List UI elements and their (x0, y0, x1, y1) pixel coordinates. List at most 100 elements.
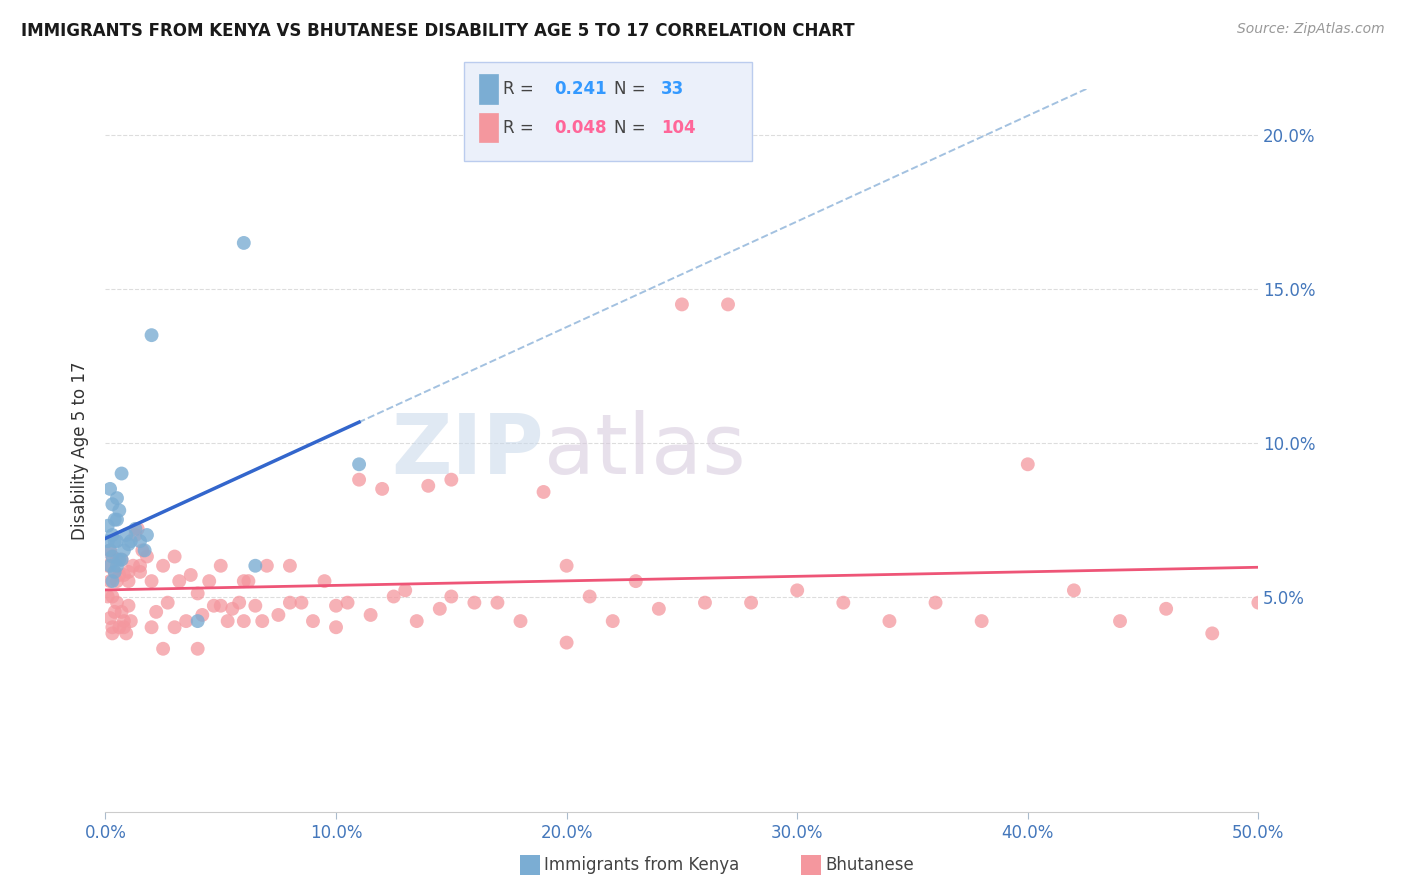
Point (141, 574, 163, 588)
Point (117, 565, 139, 579)
Point (191, 607, 214, 622)
Point (97, 590, 120, 604)
Point (187, 614, 209, 628)
Point (110, 552, 132, 566)
Point (832, 596, 855, 610)
Point (486, 596, 509, 610)
Point (418, 479, 440, 493)
Text: 104: 104 (661, 119, 696, 136)
Point (134, 543, 156, 558)
Point (105, 596, 128, 610)
Point (879, 614, 901, 628)
Point (1109, 614, 1132, 628)
Point (256, 558, 278, 573)
Point (555, 635, 578, 649)
Point (648, 602, 671, 616)
Point (152, 558, 174, 573)
Point (232, 614, 254, 628)
Point (278, 596, 301, 610)
Point (394, 583, 416, 598)
Point (105, 558, 128, 573)
Point (245, 558, 267, 573)
Point (463, 596, 485, 610)
Point (371, 482, 394, 496)
Point (325, 599, 347, 613)
Point (1247, 596, 1270, 610)
Point (108, 568, 131, 582)
Point (104, 565, 127, 579)
Point (1017, 458, 1039, 472)
Point (117, 574, 139, 588)
Point (108, 620, 131, 634)
Point (104, 565, 127, 579)
Point (382, 590, 405, 604)
Point (124, 522, 146, 536)
Point (252, 614, 274, 628)
Text: R =: R = (503, 80, 540, 98)
Point (671, 297, 693, 311)
Text: IMMIGRANTS FROM KENYA VS BHUTANESE DISABILITY AGE 5 TO 17 CORRELATION CHART: IMMIGRANTS FROM KENYA VS BHUTANESE DISAB… (21, 22, 855, 40)
Text: 0.048: 0.048 (554, 119, 606, 136)
Point (232, 574, 254, 588)
Point (101, 528, 124, 542)
Point (924, 596, 946, 610)
Point (238, 574, 260, 588)
Point (693, 596, 716, 610)
Point (440, 473, 463, 487)
Point (105, 491, 128, 505)
Point (198, 574, 221, 588)
Point (314, 574, 336, 588)
Point (97, 518, 120, 533)
Point (98, 611, 121, 625)
Point (429, 602, 451, 616)
Point (98, 558, 121, 573)
Point (180, 568, 202, 582)
Point (602, 614, 624, 628)
Text: N =: N = (614, 80, 651, 98)
Text: R =: R = (503, 119, 540, 136)
Point (290, 596, 312, 610)
Point (336, 596, 359, 610)
Point (101, 574, 124, 588)
Point (117, 599, 139, 613)
Point (136, 528, 159, 542)
Point (110, 552, 132, 566)
Point (156, 596, 179, 610)
Point (105, 552, 128, 566)
Point (245, 599, 267, 613)
Point (187, 586, 209, 600)
Point (302, 614, 325, 628)
Point (120, 614, 142, 628)
Point (440, 590, 463, 604)
Point (152, 641, 174, 656)
Point (110, 605, 132, 619)
Point (110, 467, 132, 481)
Point (129, 558, 152, 573)
Text: Immigrants from Kenya: Immigrants from Kenya (544, 856, 740, 874)
Text: 0.241: 0.241 (554, 80, 606, 98)
Point (101, 620, 124, 634)
Point (405, 614, 427, 628)
Point (136, 549, 159, 564)
Point (325, 620, 347, 634)
Point (228, 596, 250, 610)
Point (115, 626, 138, 640)
Text: 33: 33 (661, 80, 685, 98)
Point (108, 552, 131, 566)
Point (98, 543, 121, 558)
Point (101, 497, 124, 511)
Point (717, 297, 740, 311)
Point (786, 583, 808, 598)
Text: ZIP: ZIP (391, 410, 544, 491)
Point (163, 549, 186, 564)
Point (115, 528, 138, 542)
Point (1154, 602, 1177, 616)
Point (104, 534, 127, 549)
Point (101, 590, 124, 604)
Y-axis label: Disability Age 5 to 17: Disability Age 5 to 17 (72, 361, 90, 540)
Point (131, 543, 153, 558)
Point (105, 574, 128, 588)
Point (970, 614, 993, 628)
Point (120, 534, 142, 549)
Point (145, 605, 167, 619)
